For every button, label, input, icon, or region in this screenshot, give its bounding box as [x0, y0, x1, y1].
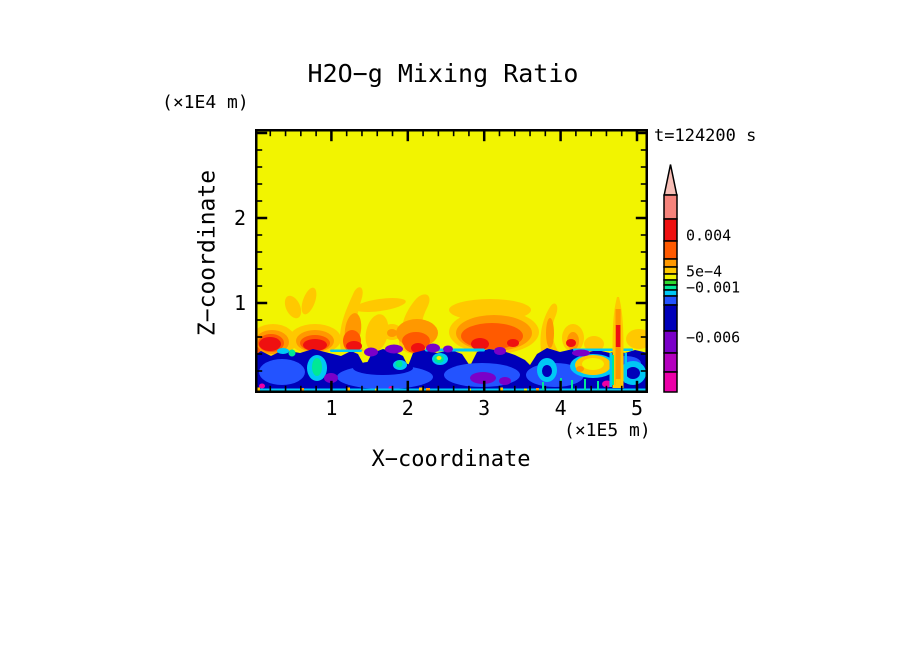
- colorbar-segment: [663, 240, 678, 260]
- x-tick-label: 2: [401, 396, 414, 420]
- colorbar-segment: [663, 194, 678, 220]
- x-tick-label: 4: [554, 396, 567, 420]
- time-annotation: t=124200 s: [654, 126, 757, 146]
- colorbar-label: −0.001: [686, 278, 741, 297]
- colorbar-segment: [663, 330, 678, 354]
- colorbar-segment: [663, 258, 678, 268]
- x-axis-title: X−coordinate: [371, 447, 531, 472]
- contour-plot: [255, 129, 648, 393]
- x-tick-label: 5: [630, 396, 644, 420]
- colorbar-segment: [663, 266, 678, 275]
- axis-ticks: [257, 131, 646, 391]
- x-axis-unit-label: (×1E5 m): [564, 420, 651, 441]
- colorbar-segment: [663, 273, 678, 281]
- colorbar-segment: [663, 289, 678, 297]
- colorbar-segment: [663, 304, 678, 332]
- y-tick-label: 1: [233, 291, 246, 315]
- contour-field: [255, 129, 648, 393]
- plot-frame: [255, 129, 648, 393]
- chart-title: H2O−g Mixing Ratio: [307, 59, 579, 88]
- colorbar-segment: [663, 218, 678, 242]
- colorbar-label: 5e−4: [686, 262, 723, 281]
- colorbar-segment: [663, 295, 678, 306]
- y-tick-label: 2: [233, 206, 246, 230]
- colorbar-segment: [663, 371, 678, 393]
- x-tick-label: 1: [325, 396, 338, 420]
- colorbar-label: 0.004: [686, 226, 732, 245]
- colorbar-label: −0.006: [686, 328, 741, 347]
- colorbar-arrow: [663, 164, 678, 196]
- y-axis-unit-label: (×1E4 m): [162, 92, 249, 113]
- colorbar: [663, 164, 678, 393]
- colorbar-segment: [663, 352, 678, 373]
- x-tick-label: 3: [478, 396, 491, 420]
